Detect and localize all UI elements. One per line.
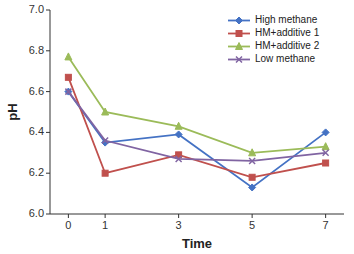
series-line [68,77,325,177]
x-tick [105,214,106,218]
y-axis-line [50,10,51,214]
legend-marker [236,43,243,50]
series-line [68,57,325,153]
point [175,131,182,138]
y-tick-label: 6.0 [29,207,44,219]
y-axis-label: pH [5,103,20,120]
x-tick [252,214,253,218]
plot-area [65,53,329,191]
series [65,53,329,156]
legend-marker [236,17,243,24]
y-tick [46,10,50,11]
point [249,149,256,156]
y-tick [46,173,50,174]
series-line [68,92,325,188]
y-tick-label: 7.0 [29,3,44,15]
legend-item: HM+additive 1 [228,27,320,38]
x-tick-label: 5 [249,219,255,231]
legend: High methane HM+additive 1 HM+additive 2 Lo… [228,14,320,64]
legend-marker [236,31,242,37]
legend-marker [236,57,242,63]
legend-label: Low methane [255,53,315,64]
series [65,88,329,191]
point [65,74,71,80]
y-tick [46,91,50,92]
x-tick [68,214,69,218]
y-tick-label: 6.2 [29,166,44,178]
point [249,158,255,164]
point [176,156,182,162]
x-tick-label: 7 [323,219,329,231]
point [65,53,72,60]
point [102,108,109,115]
legend-label: High methane [255,14,318,25]
point [249,174,255,180]
x-axis-label: Time [182,236,212,251]
point [249,184,256,191]
legend-label: HM+additive 1 [255,27,320,38]
point [175,122,182,129]
point [102,170,108,176]
point [323,150,329,156]
series-line [68,92,325,161]
y-tick [46,50,50,51]
x-tick-label: 1 [102,219,108,231]
point [322,143,329,150]
x-tick [178,214,179,218]
x-axis-line [50,214,344,215]
series [65,74,328,180]
point [65,89,71,95]
x-tick [325,214,326,218]
x-tick-label: 0 [65,219,71,231]
y-tick [46,214,50,215]
x-tick-label: 3 [176,219,182,231]
point [322,129,329,136]
y-tick-label: 6.6 [29,85,44,97]
legend-item: High methane [228,14,318,25]
y-tick-label: 6.8 [29,44,44,56]
chart: 6.0 6.2 6.4 6.6 6.8 7.0 0 1 3 5 7 Time pH High methan… [0,0,354,254]
point [65,88,72,95]
point [323,160,329,166]
y-tick [46,132,50,133]
axes: 6.0 6.2 6.4 6.6 6.8 7.0 0 1 3 5 7 [29,3,344,231]
point [102,138,108,144]
series [65,89,328,164]
legend-item: HM+additive 2 [228,40,320,51]
legend-label: HM+additive 2 [255,40,320,51]
legend-item: Low methane [228,53,315,64]
y-tick-label: 6.4 [29,125,44,137]
